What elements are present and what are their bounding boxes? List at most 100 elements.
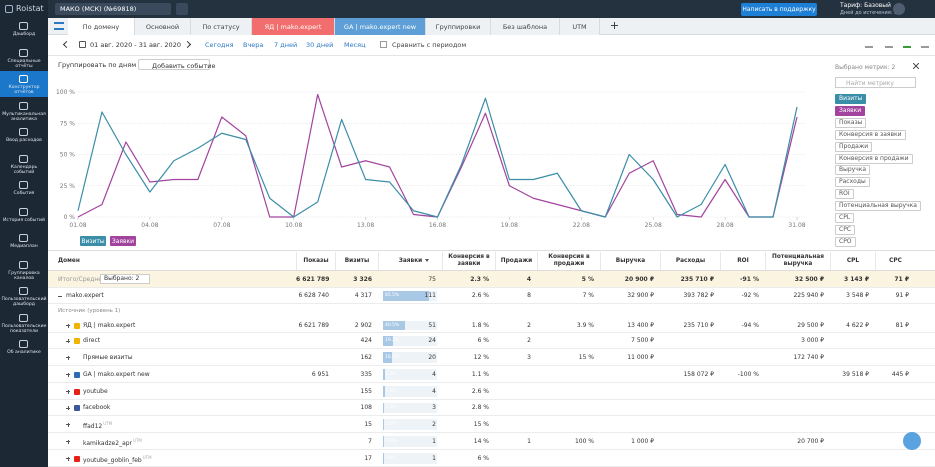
column-header[interactable]: Визиты bbox=[335, 252, 378, 270]
column-header[interactable]: CPC bbox=[875, 252, 915, 270]
row-name[interactable]: youtube_goblin_febUTM bbox=[83, 454, 152, 464]
toolbar-icon[interactable] bbox=[885, 41, 893, 48]
add-event[interactable]: Добавить событие bbox=[138, 59, 216, 70]
metric-chip[interactable]: Расходы bbox=[835, 177, 870, 188]
metric-chip[interactable]: Заявки bbox=[835, 105, 866, 116]
row-name[interactable]: GA | mako.expert new bbox=[83, 370, 150, 378]
expand-toggle[interactable] bbox=[66, 372, 70, 377]
metric-chip[interactable]: Выручка bbox=[835, 165, 871, 176]
expand-toggle[interactable] bbox=[66, 389, 70, 394]
tab[interactable]: По статусу bbox=[191, 18, 252, 35]
expand-toggle[interactable] bbox=[66, 422, 70, 427]
sidebar-item[interactable]: Дашборд bbox=[0, 18, 48, 44]
date-preset[interactable]: Вчера bbox=[243, 41, 264, 49]
row-name[interactable]: direct bbox=[83, 337, 101, 344]
cell-value: 2.8 % bbox=[471, 404, 489, 411]
metric-chip[interactable]: CPO bbox=[835, 236, 856, 247]
row-name[interactable]: mako.expert bbox=[66, 292, 104, 299]
cell-value: -94 % bbox=[741, 321, 759, 329]
cell-value: 3 326 bbox=[353, 275, 372, 283]
column-header[interactable]: ROI bbox=[720, 252, 765, 270]
add-tab[interactable] bbox=[611, 22, 618, 29]
metric-chip[interactable]: Показы bbox=[835, 117, 867, 128]
metric-chip[interactable]: CPC bbox=[835, 224, 855, 235]
tab[interactable]: ЯД | mako.expert bbox=[252, 18, 335, 35]
sidebar-icon bbox=[19, 313, 28, 322]
metric-chip[interactable]: Продажи bbox=[835, 141, 873, 152]
cell-value: 75 bbox=[428, 275, 436, 283]
close-panel[interactable] bbox=[913, 63, 919, 69]
metric-chip[interactable]: ROI bbox=[835, 189, 854, 200]
row-name[interactable]: ffad12UTM bbox=[83, 420, 113, 430]
row-name[interactable]: youtube bbox=[83, 387, 108, 395]
tab[interactable]: GA | mako.expert new bbox=[335, 18, 426, 35]
support-button[interactable]: Написать в поддержку bbox=[741, 3, 817, 16]
expand-toggle[interactable] bbox=[66, 339, 70, 343]
tab[interactable]: По домену bbox=[68, 18, 135, 35]
row-name[interactable]: kamikadze2_aprUTM bbox=[83, 437, 142, 447]
column-header[interactable]: Выручка bbox=[600, 252, 660, 270]
toolbar-icon[interactable] bbox=[865, 41, 873, 48]
tab[interactable]: Без шаблона bbox=[491, 18, 560, 35]
date-preset[interactable]: 7 дней bbox=[274, 41, 298, 49]
expand-toggle[interactable] bbox=[66, 439, 70, 444]
compare-checkbox[interactable] bbox=[380, 41, 387, 48]
cell-value: 162 bbox=[360, 353, 372, 361]
sidebar-icon bbox=[19, 48, 28, 57]
sidebar-item[interactable]: Конструктор отчётов bbox=[0, 71, 48, 97]
sidebar-item[interactable]: Пользовательские показатели bbox=[0, 310, 48, 336]
sidebar-item[interactable]: Группировка каналов bbox=[0, 257, 48, 283]
column-header[interactable]: Домен bbox=[58, 257, 80, 264]
sidebar-item[interactable]: Об аналитике bbox=[0, 336, 48, 362]
tab[interactable]: Основной bbox=[135, 18, 191, 35]
metric-search[interactable]: Найти метрику bbox=[835, 77, 916, 88]
metric-chip[interactable]: Визиты bbox=[835, 94, 867, 104]
metric-chip[interactable]: Конверсия в заявки bbox=[835, 129, 906, 140]
project-select[interactable]: МАКО (МСК) (№69818) bbox=[55, 3, 171, 15]
expand-toggle[interactable] bbox=[66, 355, 70, 360]
sidebar-item[interactable]: Медиаплан bbox=[0, 230, 48, 256]
metric-chip[interactable]: CPL bbox=[835, 213, 855, 223]
column-header[interactable]: Продажи bbox=[495, 252, 537, 270]
sidebar-item[interactable]: Пользовательский дашборд bbox=[0, 283, 48, 309]
date-preset[interactable]: Сегодня bbox=[205, 41, 234, 49]
help-button[interactable] bbox=[903, 432, 921, 450]
sidebar-item[interactable]: Мультиканальная аналитика bbox=[0, 98, 48, 124]
cell-value: 3 bbox=[527, 353, 531, 361]
date-range[interactable]: 01 авг. 2020 - 31 авг. 2020 bbox=[90, 41, 181, 49]
row-name[interactable]: facebook bbox=[83, 404, 111, 411]
date-preset[interactable]: Месяц bbox=[344, 41, 366, 49]
collapse-toggle[interactable] bbox=[58, 296, 62, 297]
cell-value: 15 % bbox=[578, 353, 594, 361]
expand-toggle[interactable] bbox=[66, 456, 70, 461]
tab[interactable]: Группировки bbox=[426, 18, 491, 35]
expand-toggle[interactable] bbox=[66, 406, 70, 410]
selected-chip[interactable]: Выбрано: 2 bbox=[100, 274, 151, 284]
cell-value: 225 940 ₽ bbox=[793, 292, 824, 299]
toolbar-icon[interactable] bbox=[903, 41, 911, 48]
group-by[interactable]: Группировать по дням bbox=[58, 61, 137, 69]
toolbar-icon[interactable] bbox=[921, 41, 929, 48]
sidebar-item[interactable]: Специальные отчёты bbox=[0, 45, 48, 71]
column-header[interactable]: Заявки bbox=[378, 252, 442, 270]
sidebar-item[interactable]: Календарь событий bbox=[0, 151, 48, 177]
expand-toggle[interactable] bbox=[66, 323, 70, 328]
sidebar-item[interactable]: События bbox=[0, 177, 48, 203]
metric-chip[interactable]: Потенциальная выручка bbox=[835, 201, 921, 212]
sidebar-item[interactable]: История событий bbox=[0, 204, 48, 230]
column-header[interactable]: Расходы bbox=[660, 252, 720, 270]
sidebar-item[interactable]: Ввод расходов bbox=[0, 124, 48, 150]
column-header[interactable]: Потенциальная выручка bbox=[765, 252, 830, 270]
column-header[interactable]: Показы bbox=[296, 252, 335, 270]
row-name[interactable]: ЯД | mako.expert bbox=[83, 321, 136, 329]
source-icon bbox=[74, 405, 80, 411]
column-header[interactable]: CPL bbox=[830, 252, 875, 270]
heart-button[interactable] bbox=[176, 3, 188, 15]
column-header[interactable]: Конверсия в продажи bbox=[537, 252, 600, 270]
column-header[interactable]: Конверсия в заявки bbox=[442, 252, 495, 270]
info-button[interactable] bbox=[893, 3, 905, 15]
row-name[interactable]: Прямые визиты bbox=[83, 353, 133, 361]
date-preset[interactable]: 30 дней bbox=[306, 41, 334, 49]
metric-chip[interactable]: Конверсия в продажи bbox=[835, 153, 913, 164]
tab[interactable]: UTM bbox=[560, 18, 600, 35]
